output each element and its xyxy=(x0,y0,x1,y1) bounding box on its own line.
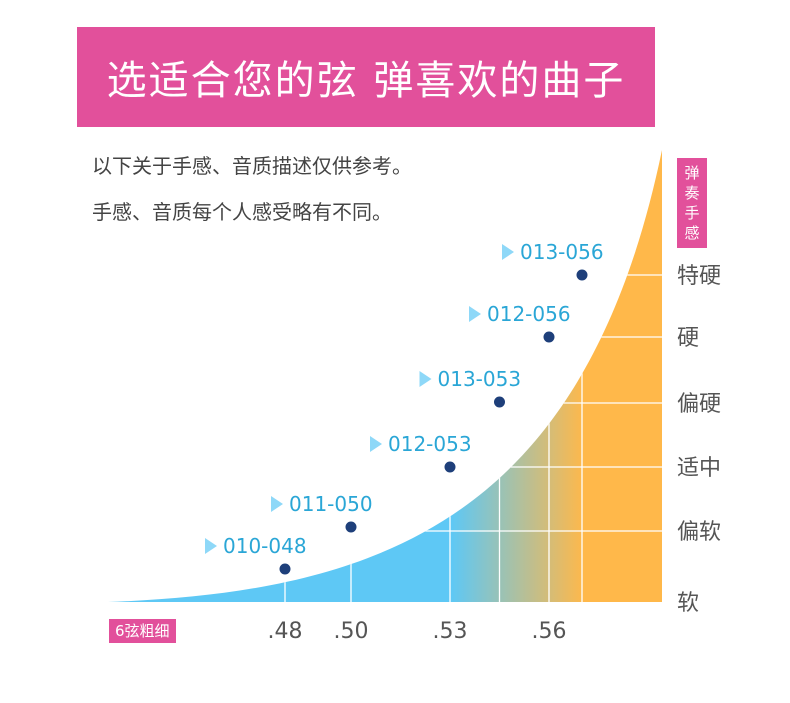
disclaimer-line-1: 以下关于手感、音质描述仅供参考。 xyxy=(92,154,412,178)
y-category-label: 适中 xyxy=(677,456,721,481)
y-category-label: 特硬 xyxy=(677,264,721,289)
point-label: 012-053 xyxy=(388,432,472,456)
point-label: 013-056 xyxy=(520,240,604,264)
label-arrow-icon xyxy=(502,244,514,260)
feel-curve-area xyxy=(108,150,662,602)
x-tick-label: .56 xyxy=(532,619,567,644)
label-arrow-icon xyxy=(419,371,432,387)
x-tick-label: .48 xyxy=(268,619,303,644)
point-label: 012-056 xyxy=(487,302,571,326)
y-category-label: 偏硬 xyxy=(677,392,721,417)
label-arrow-icon xyxy=(271,496,283,512)
data-point xyxy=(492,394,507,410)
point-label: 010-048 xyxy=(223,534,307,558)
title-banner: 选适合您的弦 弹喜欢的曲子 xyxy=(77,27,655,127)
point-label: 011-050 xyxy=(289,492,373,516)
label-arrow-icon xyxy=(205,538,217,554)
disclaimer-line-2: 手感、音质每个人感受略有不同。 xyxy=(92,200,392,224)
point-label: 013-053 xyxy=(438,367,522,391)
data-point xyxy=(442,459,458,475)
data-point xyxy=(343,519,359,535)
y-axis-label: 弹奏手感 xyxy=(677,158,707,248)
label-arrow-icon xyxy=(469,306,481,322)
y-category-label: 偏软 xyxy=(677,520,721,545)
data-point xyxy=(277,561,293,577)
label-arrow-icon xyxy=(370,436,382,452)
data-point xyxy=(574,267,590,283)
x-tick-label: .53 xyxy=(433,619,468,644)
y-category-label: 软 xyxy=(677,591,699,616)
y-category-label: 硬 xyxy=(677,326,699,351)
x-axis-label: 6弦粗细 xyxy=(109,619,176,643)
data-point xyxy=(541,329,557,345)
page-title: 选适合您的弦 弹喜欢的曲子 xyxy=(106,58,626,104)
x-tick-label: .50 xyxy=(334,619,369,644)
